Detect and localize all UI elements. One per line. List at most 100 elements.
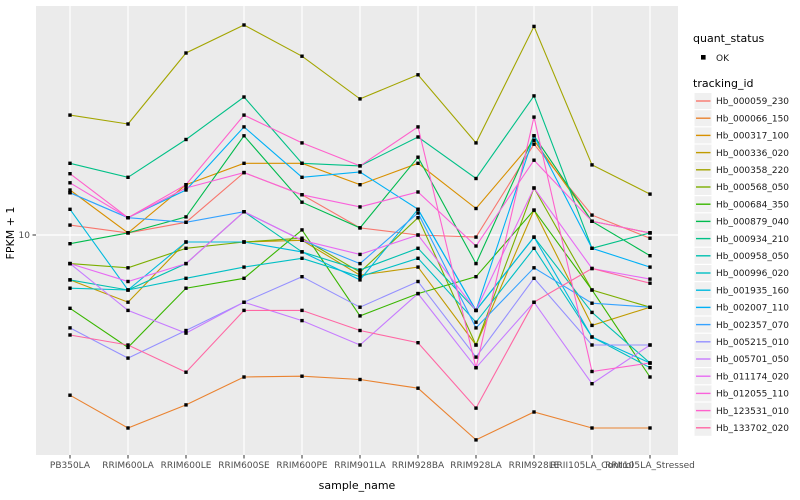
data-point [532, 246, 536, 250]
data-point [126, 216, 130, 220]
data-point [126, 279, 130, 284]
legend-label: Hb_000934_210 [716, 235, 789, 245]
data-point [648, 254, 652, 258]
data-point [126, 345, 130, 350]
legend-entry-Hb_002357_070: Hb_002357_070 [694, 316, 789, 333]
legend-entry-Hb_001935_160: Hb_001935_160 [694, 282, 789, 299]
data-point [474, 320, 478, 324]
data-point [184, 331, 188, 335]
data-point [242, 308, 246, 313]
legend-label: Hb_133702_020 [716, 424, 789, 434]
data-point [590, 213, 594, 217]
data-point [68, 188, 72, 192]
data-point [474, 308, 478, 313]
data-point [532, 115, 536, 119]
data-point [358, 170, 362, 174]
x-tick-label: RRIM901LA [334, 461, 386, 471]
data-point [532, 142, 536, 146]
legend-label: Hb_005215_010 [716, 338, 789, 348]
legend-label: Hb_011174_020 [716, 372, 789, 382]
legend-entry-Hb_000358_220: Hb_000358_220 [694, 161, 789, 178]
data-point [242, 23, 246, 27]
legend-label: Hb_012055_110 [716, 390, 789, 400]
data-point [300, 193, 304, 197]
data-point [300, 175, 304, 179]
data-point [300, 250, 304, 254]
data-point [648, 343, 652, 347]
data-point [532, 186, 536, 190]
data-point [242, 125, 246, 129]
data-point [126, 175, 130, 179]
data-point [648, 281, 652, 285]
legend-entry-Hb_002007_110: Hb_002007_110 [694, 299, 789, 316]
data-point [184, 183, 188, 187]
legend-entry-Hb_000066_150: Hb_000066_150 [694, 110, 789, 127]
data-point [300, 141, 304, 145]
data-point [532, 410, 536, 414]
data-point [68, 207, 72, 211]
legend-entry-Hb_005215_010: Hb_005215_010 [694, 333, 789, 350]
data-point [532, 94, 536, 98]
data-point [474, 326, 478, 330]
data-point [474, 275, 478, 279]
data-point [68, 278, 72, 282]
data-point [474, 235, 478, 239]
data-point [416, 279, 420, 284]
data-point [68, 286, 72, 290]
legend-entry-Hb_000879_040: Hb_000879_040 [694, 213, 789, 230]
legend-entry-Hb_000996_020: Hb_000996_020 [694, 265, 789, 281]
data-point [68, 223, 72, 227]
data-point [532, 138, 536, 142]
data-point [184, 240, 188, 244]
data-point [242, 170, 246, 175]
legend-label: Hb_123531_010 [716, 407, 789, 417]
legend-label-ok: OK [716, 54, 730, 64]
data-point [474, 176, 478, 181]
data-point [358, 328, 362, 333]
legend-entry-Hb_000568_050: Hb_000568_050 [694, 179, 789, 195]
legend-entry-Hb_012055_110: Hb_012055_110 [694, 385, 789, 402]
data-point [532, 24, 536, 29]
data-point [590, 288, 594, 292]
legend-entry-Hb_123531_010: Hb_123531_010 [694, 402, 789, 419]
data-point [648, 277, 652, 281]
data-point [474, 438, 478, 442]
data-point [184, 186, 188, 190]
legend-label: Hb_001935_160 [716, 286, 789, 296]
data-point [532, 208, 536, 212]
data-point [358, 305, 362, 309]
data-point [68, 242, 72, 246]
data-point [358, 275, 362, 279]
data-point [184, 51, 188, 55]
data-point [474, 355, 478, 359]
data-point [358, 164, 362, 168]
data-point [68, 261, 72, 266]
data-point [126, 343, 130, 347]
data-point [300, 318, 304, 323]
data-point [416, 246, 420, 250]
data-point [358, 343, 362, 347]
data-point [416, 73, 420, 77]
legend-label: Hb_002007_110 [716, 304, 789, 314]
data-point [474, 406, 478, 410]
data-point [68, 306, 72, 310]
data-point [68, 113, 72, 117]
data-point [68, 181, 72, 185]
data-point [648, 192, 652, 196]
data-point [416, 265, 420, 269]
data-point [126, 288, 130, 292]
data-point [590, 301, 594, 305]
data-point [300, 374, 304, 378]
data-point [648, 231, 652, 235]
y-axis-title: FPKM + 1 [4, 207, 17, 260]
data-point [590, 382, 594, 386]
data-point [416, 125, 420, 129]
legend-label: Hb_005701_050 [716, 355, 789, 365]
data-point [126, 426, 130, 430]
data-point [590, 343, 594, 347]
data-point [648, 361, 652, 365]
legend-label: Hb_000879_040 [716, 218, 789, 228]
data-point [358, 268, 362, 272]
